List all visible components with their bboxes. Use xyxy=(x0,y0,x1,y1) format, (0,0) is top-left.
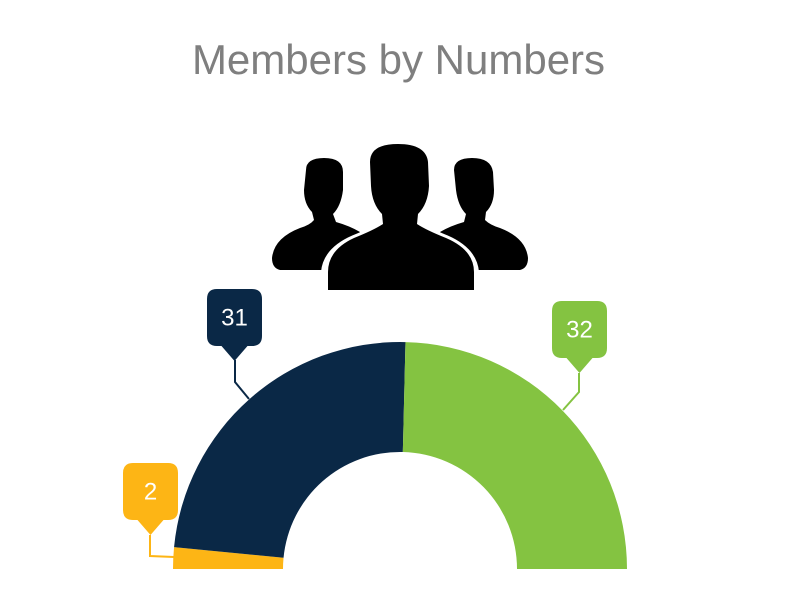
callout-bubble xyxy=(552,301,607,373)
callout-bubble xyxy=(207,289,262,361)
leader-line xyxy=(562,373,580,411)
slice-32 xyxy=(402,342,627,569)
data-label: 32 xyxy=(566,317,593,344)
chart-title: Members by Numbers xyxy=(191,36,606,83)
callout-2: 2 xyxy=(123,463,178,558)
slice-31 xyxy=(174,342,406,558)
callout-32: 32 xyxy=(552,301,607,411)
people-group-icon xyxy=(272,140,528,295)
data-label: 31 xyxy=(221,305,248,332)
leader-line xyxy=(149,535,175,558)
data-label: 2 xyxy=(144,479,157,506)
callout-bubble xyxy=(123,463,178,535)
slice-2 xyxy=(173,547,284,569)
leader-line xyxy=(234,360,250,400)
callout-31: 31 xyxy=(207,289,262,400)
